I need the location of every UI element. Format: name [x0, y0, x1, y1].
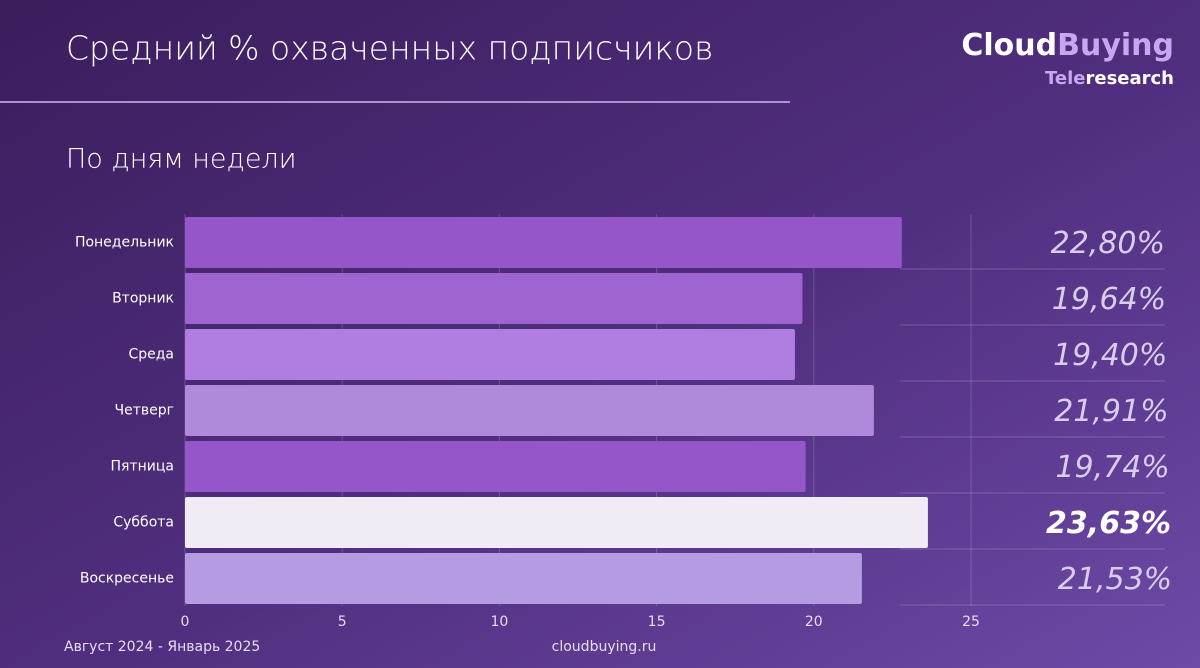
- logo: CloudBuying: [961, 28, 1174, 63]
- x-tick-label: 25: [962, 614, 980, 630]
- value-label: 22,80%: [1051, 226, 1165, 261]
- footer-period: Август 2024 - Январь 2025: [64, 639, 260, 655]
- y-tick-label: Понедельник: [75, 235, 174, 251]
- x-tick-label: 0: [181, 614, 190, 630]
- value-label: 19,74%: [1055, 450, 1169, 485]
- bar: [185, 497, 928, 548]
- y-tick-label: Вторник: [112, 291, 174, 307]
- y-tick-label: Воскресенье: [80, 571, 174, 587]
- y-tick-label: Четверг: [115, 403, 174, 419]
- bar: [185, 273, 803, 324]
- value-label: 19,64%: [1052, 282, 1166, 317]
- bar: [185, 385, 874, 436]
- chart-subtitle: По дням недели: [66, 144, 296, 175]
- logo-sub-main: research: [1085, 68, 1174, 89]
- logo-sub-accent: Tele: [1045, 68, 1085, 89]
- value-label: 19,40%: [1053, 338, 1167, 373]
- bar: [185, 441, 806, 492]
- logo-sub: Teleresearch: [1045, 68, 1174, 89]
- bar: [185, 553, 862, 604]
- value-label: 21,91%: [1054, 394, 1168, 429]
- x-tick-label: 20: [805, 614, 823, 630]
- footer-site: cloudbuying.ru: [552, 639, 657, 655]
- value-label: 23,63%: [1046, 506, 1171, 541]
- value-label: 21,53%: [1058, 562, 1172, 597]
- y-tick-label: Суббота: [113, 515, 174, 531]
- y-tick-label: Пятница: [111, 459, 174, 475]
- logo-accent: Buying: [1057, 28, 1174, 63]
- logo-main: Cloud: [961, 28, 1057, 63]
- x-tick-label: 10: [490, 614, 508, 630]
- chart-title: Средний % охваченных подписчиков: [66, 29, 713, 68]
- y-tick-label: Среда: [128, 347, 174, 363]
- x-tick-label: 5: [338, 614, 347, 630]
- x-tick-label: 15: [648, 614, 666, 630]
- bar: [185, 217, 902, 268]
- bar: [185, 329, 795, 380]
